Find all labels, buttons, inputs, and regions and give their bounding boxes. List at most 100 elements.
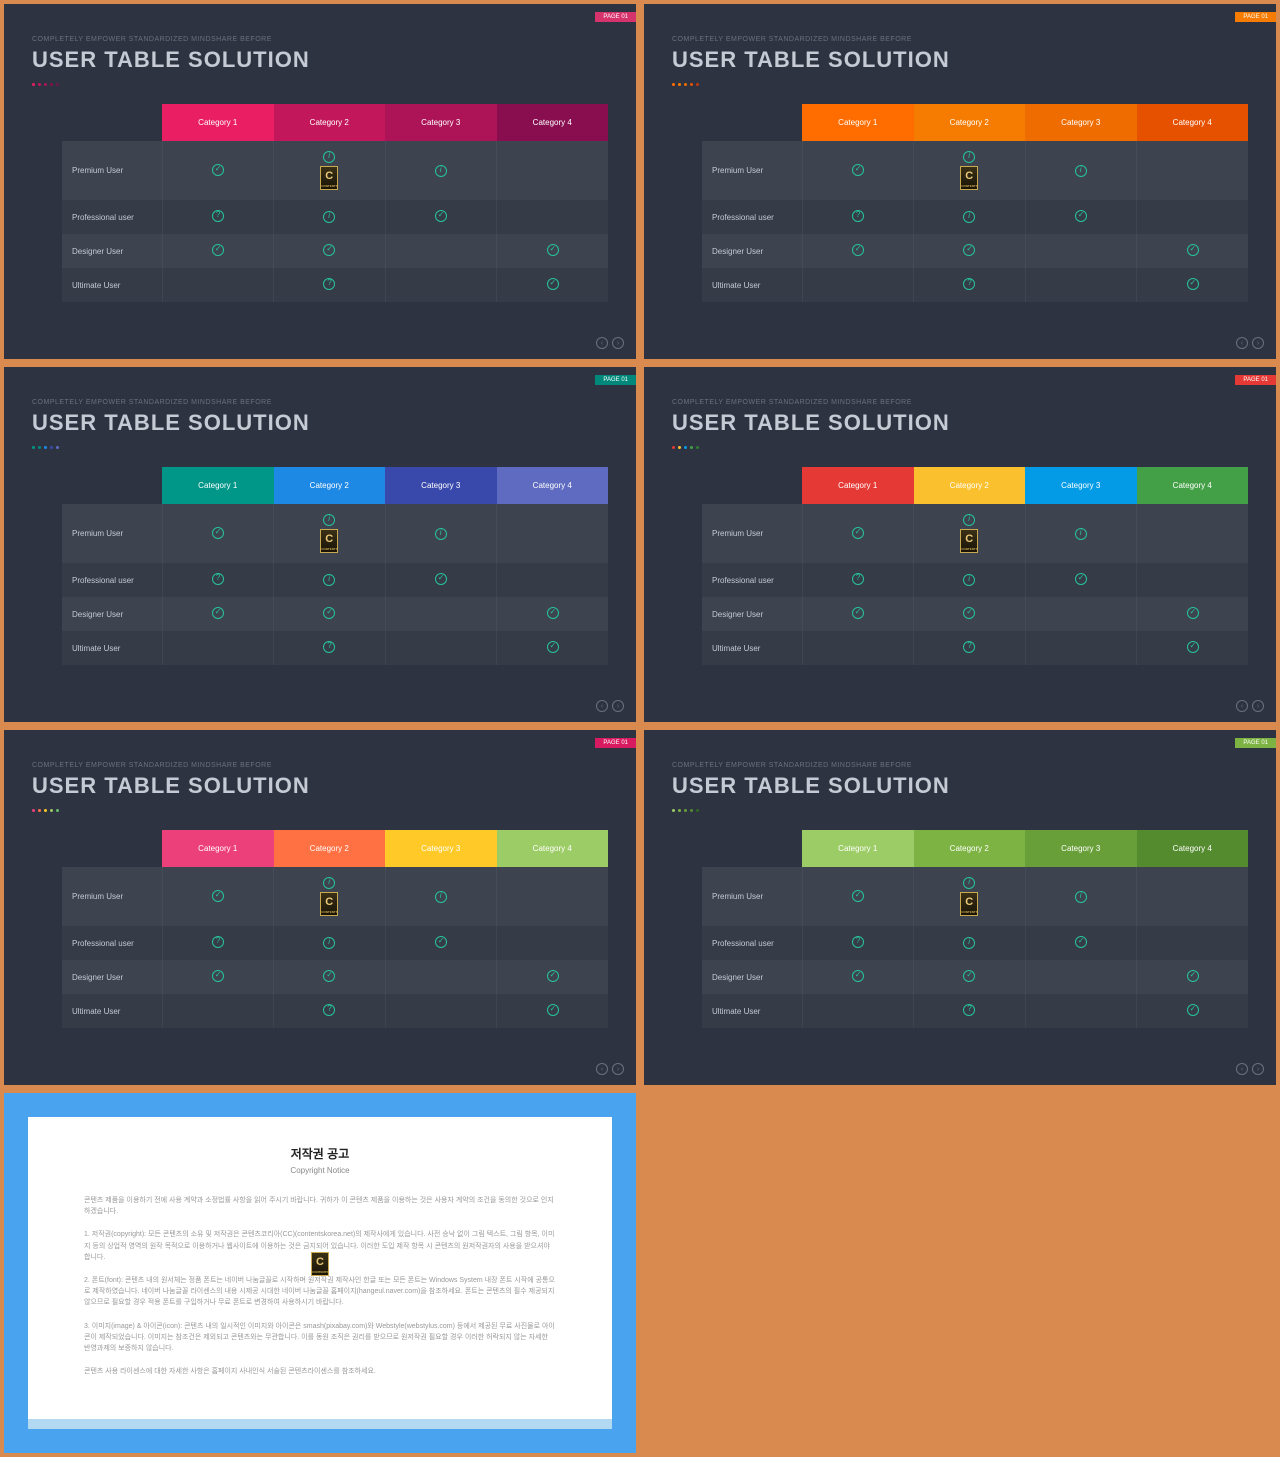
logo-badge: C (320, 166, 338, 190)
dot (672, 83, 675, 86)
table-cell (1137, 631, 1249, 665)
dot (44, 446, 47, 449)
nav-arrows: ‹› (596, 700, 624, 712)
table-cell (162, 234, 274, 268)
table-cell (802, 631, 914, 665)
table-row: Designer User (702, 234, 1248, 268)
next-button[interactable]: › (1252, 1063, 1264, 1075)
table-row: Ultimate User (702, 994, 1248, 1028)
dot (38, 83, 41, 86)
color-dots (32, 446, 608, 449)
table-cell (1137, 234, 1249, 268)
next-button[interactable]: › (612, 1063, 624, 1075)
question-icon (852, 936, 864, 948)
check-icon (1187, 1004, 1199, 1016)
category-header: Category 3 (385, 830, 497, 867)
prev-button[interactable]: ‹ (596, 700, 608, 712)
next-button[interactable]: › (1252, 337, 1264, 349)
row-label: Professional user (62, 563, 162, 597)
next-button[interactable]: › (612, 337, 624, 349)
prev-button[interactable]: ‹ (1236, 1063, 1248, 1075)
logo-badge: C (960, 529, 978, 553)
dot (56, 809, 59, 812)
table-cell (162, 926, 274, 960)
dot (44, 83, 47, 86)
table-cell (914, 200, 1026, 234)
table-cell (497, 994, 609, 1028)
table-row: Premium UserC (702, 867, 1248, 926)
check-icon (547, 970, 559, 982)
next-button[interactable]: › (612, 700, 624, 712)
table-cell (162, 867, 274, 926)
table-cell (497, 960, 609, 994)
table-cell (385, 563, 497, 597)
category-header: Category 4 (497, 467, 609, 504)
prev-button[interactable]: ‹ (596, 337, 608, 349)
check-icon (547, 641, 559, 653)
table-cell (1025, 631, 1137, 665)
category-header: Category 3 (385, 467, 497, 504)
row-label: Premium User (62, 504, 162, 563)
info-icon (963, 574, 975, 586)
row-label: Professional user (62, 200, 162, 234)
page-tag: PAGE 01 (595, 12, 636, 22)
category-header: Category 1 (802, 104, 914, 141)
slide-subtitle: COMPLETELY EMPOWER STANDARDIZED MINDSHAR… (32, 762, 608, 769)
dot (50, 446, 53, 449)
table-cell (162, 200, 274, 234)
table-cell (385, 504, 497, 563)
table-cell (1025, 141, 1137, 200)
category-header: Category 4 (497, 830, 609, 867)
table-cell (274, 631, 386, 665)
color-dots (672, 83, 1248, 86)
user-table: Category 1Category 2Category 3Category 4… (702, 104, 1248, 302)
prev-button[interactable]: ‹ (596, 1063, 608, 1075)
category-header: Category 4 (1137, 830, 1249, 867)
table-row: Designer User (62, 597, 608, 631)
table-cell (162, 141, 274, 200)
info-icon (963, 937, 975, 949)
check-icon (852, 890, 864, 902)
table-cell (802, 234, 914, 268)
info-icon (323, 151, 335, 163)
check-icon (1187, 641, 1199, 653)
table-cell (274, 597, 386, 631)
prev-button[interactable]: ‹ (1236, 700, 1248, 712)
table-cell (1137, 994, 1249, 1028)
table-cell (802, 268, 914, 302)
check-icon (323, 244, 335, 256)
table-cell (274, 960, 386, 994)
check-icon (212, 244, 224, 256)
prev-button[interactable]: ‹ (1236, 337, 1248, 349)
question-icon (323, 1004, 335, 1016)
nav-arrows: ‹› (1236, 1063, 1264, 1075)
dot (690, 809, 693, 812)
table-row: Professional user (62, 926, 608, 960)
table-row: Professional user (702, 563, 1248, 597)
row-label: Premium User (62, 867, 162, 926)
template-slide: PAGE 01COMPLETELY EMPOWER STANDARDIZED M… (644, 367, 1276, 722)
info-icon (435, 528, 447, 540)
dot (672, 446, 675, 449)
table-cell (385, 597, 497, 631)
template-slide: PAGE 01COMPLETELY EMPOWER STANDARDIZED M… (4, 4, 636, 359)
table-row: Ultimate User (702, 631, 1248, 665)
info-icon (323, 877, 335, 889)
table-cell (1137, 504, 1249, 563)
check-icon (547, 244, 559, 256)
table-cell: C (274, 867, 386, 926)
table-cell (497, 563, 609, 597)
row-label: Premium User (702, 504, 802, 563)
page-tag: PAGE 01 (1235, 12, 1276, 22)
check-icon (212, 890, 224, 902)
table-cell (1137, 141, 1249, 200)
table-cell (274, 234, 386, 268)
table-cell (1025, 960, 1137, 994)
info-icon (323, 514, 335, 526)
question-icon (963, 1004, 975, 1016)
next-button[interactable]: › (1252, 700, 1264, 712)
check-icon (1075, 210, 1087, 222)
table-cell (802, 141, 914, 200)
table-cell (497, 234, 609, 268)
table-row: Professional user (702, 926, 1248, 960)
